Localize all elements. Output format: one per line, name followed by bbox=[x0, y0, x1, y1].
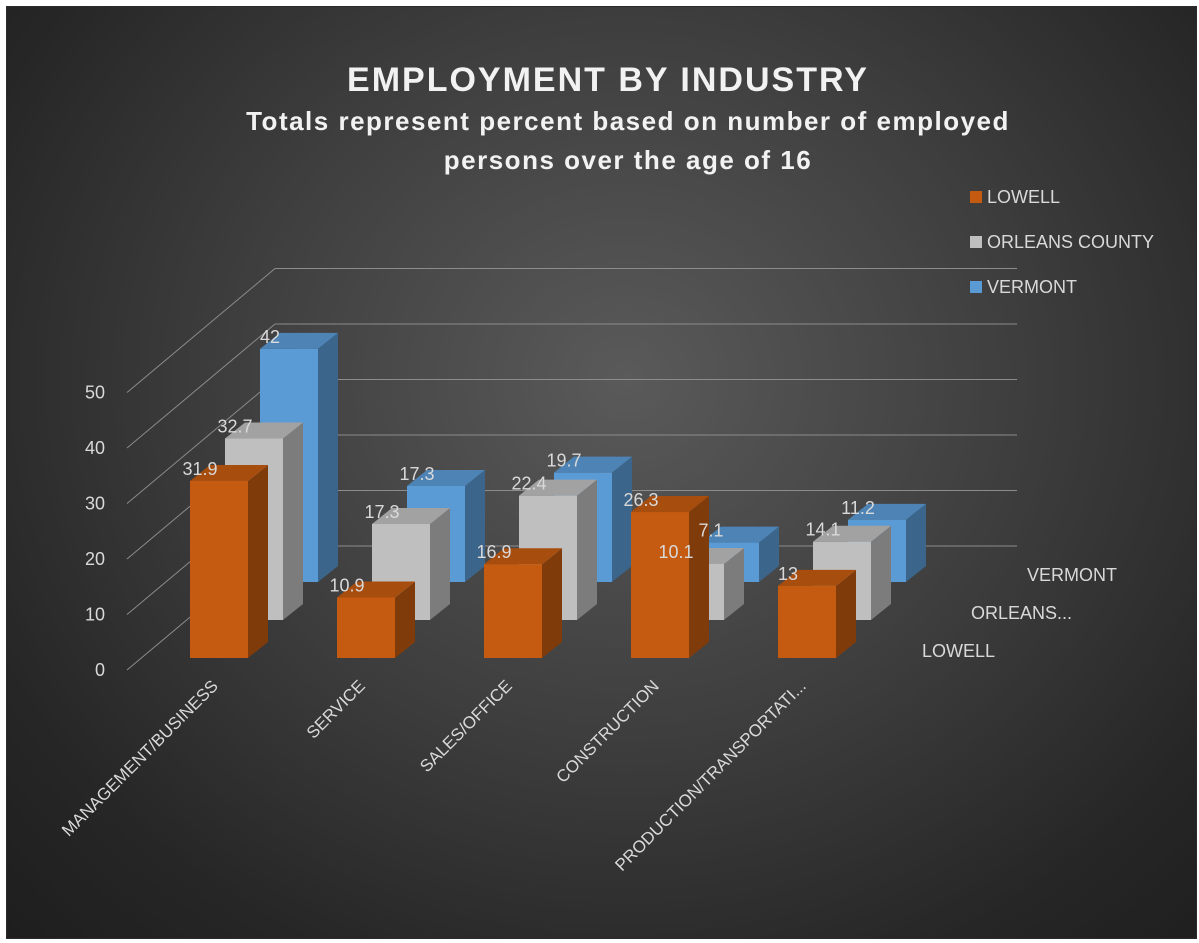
bar-lowell bbox=[778, 569, 856, 658]
bar-side bbox=[248, 464, 268, 658]
data-label: 19.7 bbox=[546, 451, 581, 471]
bar-front bbox=[337, 597, 395, 658]
data-label: 32.7 bbox=[217, 417, 252, 437]
x-tick-label: CONSTRUCTION bbox=[553, 676, 663, 786]
legend-label: VERMONT bbox=[987, 277, 1077, 297]
data-label: 11.2 bbox=[841, 498, 875, 518]
bar-lowell bbox=[190, 464, 268, 658]
data-label: 16.9 bbox=[476, 542, 511, 562]
x-tick-label: MANAGEMENT/BUSINESS bbox=[58, 676, 222, 840]
gridline-side bbox=[126, 379, 276, 504]
legend: LOWELL ORLEANS COUNTY VERMONT bbox=[970, 187, 1154, 297]
bar-side bbox=[283, 422, 303, 620]
bar-top bbox=[372, 507, 450, 524]
bar-side bbox=[759, 526, 779, 582]
data-label: 17.3 bbox=[364, 502, 399, 522]
bar-top bbox=[225, 422, 303, 439]
data-label: 26.3 bbox=[623, 490, 658, 510]
bar-top bbox=[554, 456, 632, 473]
data-label: 10.1 bbox=[658, 542, 693, 562]
bar-lowell bbox=[484, 548, 562, 658]
bar-front bbox=[484, 564, 542, 658]
y-axis: 0 10 20 30 40 50 bbox=[85, 383, 105, 681]
legend-label: LOWELL bbox=[987, 187, 1060, 207]
bar-lowell bbox=[631, 496, 709, 658]
chart-area: EMPLOYMENT BY INDUSTRY Totals represent … bbox=[6, 6, 1197, 939]
data-label: 31.9 bbox=[182, 459, 217, 479]
data-label: 42 bbox=[260, 327, 280, 347]
bar-side bbox=[612, 456, 632, 582]
gridline-side bbox=[126, 323, 276, 449]
bar-top bbox=[260, 332, 338, 349]
bar-top bbox=[484, 548, 562, 565]
bar-top bbox=[190, 464, 268, 481]
y-tick-label: 0 bbox=[95, 660, 105, 680]
bar-side bbox=[542, 548, 562, 658]
data-label: 22.4 bbox=[511, 474, 546, 494]
y-tick-label: 10 bbox=[85, 605, 105, 625]
data-label: 17.3 bbox=[399, 464, 434, 484]
chart-subtitle-line-2: persons over the age of 16 bbox=[444, 145, 812, 175]
bar-side bbox=[724, 547, 744, 620]
bars bbox=[190, 332, 926, 658]
data-label: 14.1 bbox=[805, 520, 840, 540]
depth-axis-label: LOWELL bbox=[922, 641, 995, 661]
bar-side bbox=[906, 503, 926, 582]
data-label: 7.1 bbox=[698, 521, 723, 541]
bar-side bbox=[465, 469, 485, 582]
bar-front bbox=[190, 480, 248, 658]
bar-top bbox=[337, 581, 415, 598]
y-tick-label: 50 bbox=[85, 383, 105, 403]
chart-subtitle-line-1: Totals represent percent based on number… bbox=[246, 106, 1010, 136]
bar-side bbox=[430, 507, 450, 620]
bar-side bbox=[577, 479, 597, 620]
bar-top bbox=[631, 496, 709, 513]
y-tick-label: 30 bbox=[85, 494, 105, 514]
bar-side bbox=[318, 332, 338, 582]
depth-axis-label: ORLEANS... bbox=[971, 603, 1072, 623]
legend-label: ORLEANS COUNTY bbox=[987, 232, 1154, 252]
gridline-side bbox=[126, 268, 276, 393]
depth-axis: LOWELL ORLEANS... VERMONT bbox=[922, 565, 1117, 661]
employment-3d-bar-chart: EMPLOYMENT BY INDUSTRY Totals represent … bbox=[58, 61, 1154, 875]
bar-side bbox=[689, 496, 709, 658]
y-tick-label: 40 bbox=[85, 438, 105, 458]
bar-top bbox=[848, 503, 926, 520]
x-axis: MANAGEMENT/BUSINESS SERVICE SALES/OFFICE CO… bbox=[58, 676, 810, 874]
chart-title: EMPLOYMENT BY INDUSTRY bbox=[347, 61, 869, 99]
depth-axis-label: VERMONT bbox=[1027, 565, 1117, 585]
bar-top bbox=[407, 469, 485, 486]
legend-swatch bbox=[970, 236, 982, 248]
data-label: 13 bbox=[778, 564, 798, 584]
data-label: 10.9 bbox=[329, 576, 364, 596]
bar-side bbox=[871, 525, 891, 620]
x-tick-label: SALES/OFFICE bbox=[416, 676, 516, 776]
y-tick-label: 20 bbox=[85, 549, 105, 569]
data-labels: 42 17.3 19.7 7.1 11.2 32.7 17.3 22.4 10.1 14.1 31.… bbox=[182, 327, 874, 596]
bar-top bbox=[778, 569, 856, 586]
bar-front bbox=[631, 512, 689, 658]
x-tick-label: SERVICE bbox=[303, 676, 369, 742]
bar-top bbox=[519, 479, 597, 496]
bar-top bbox=[813, 525, 891, 542]
legend-swatch bbox=[970, 191, 982, 203]
bar-side bbox=[836, 569, 856, 658]
bar-side bbox=[395, 581, 415, 658]
bar-top bbox=[701, 526, 779, 543]
legend-swatch bbox=[970, 281, 982, 293]
bar-front bbox=[778, 585, 836, 658]
bar-lowell bbox=[337, 581, 415, 658]
